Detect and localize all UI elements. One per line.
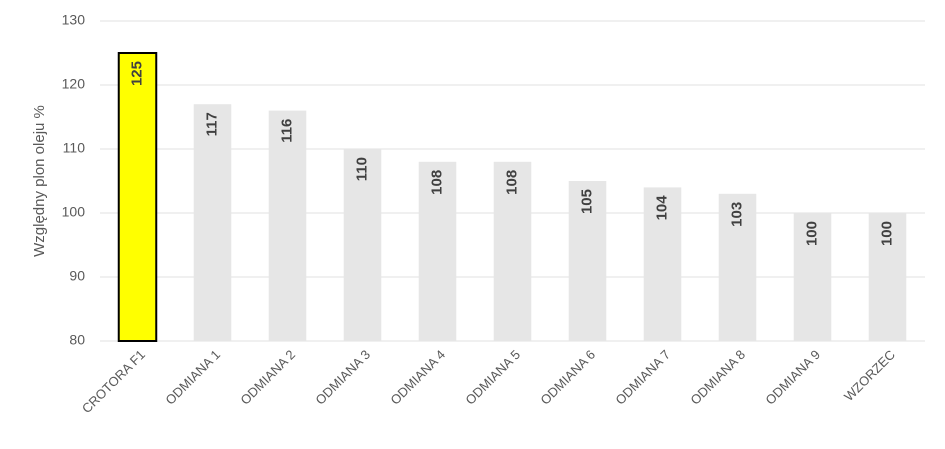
bar	[868, 213, 907, 341]
y-tick-label: 100	[62, 204, 86, 220]
y-tick-label: 80	[69, 332, 85, 348]
bar	[568, 181, 607, 341]
y-tick-label: 130	[62, 12, 86, 28]
data-label: 108	[428, 170, 445, 195]
y-tick-label: 120	[62, 76, 86, 92]
data-label: 100	[878, 221, 895, 246]
bar	[343, 149, 382, 341]
x-tick-label: ODMIANA 6	[537, 347, 598, 408]
bar	[493, 161, 532, 341]
x-tick-label: ODMIANA 2	[237, 347, 298, 408]
x-tick-label: ODMIANA 5	[462, 347, 523, 408]
y-axis-label: Względny plon oleju %	[31, 105, 48, 257]
bar	[193, 104, 232, 341]
bar	[718, 193, 757, 341]
bar	[418, 161, 457, 341]
y-tick-label: 90	[69, 268, 85, 284]
x-tick-label: WZORZEC	[841, 347, 898, 404]
x-tick-label: ODMIANA 7	[612, 347, 673, 408]
data-label: 110	[353, 157, 370, 181]
x-tick-label: ODMIANA 1	[162, 347, 223, 408]
y-tick-label: 110	[63, 140, 86, 156]
data-label: 116	[278, 119, 295, 143]
x-tick-label: ODMIANA 9	[762, 347, 823, 408]
x-tick-label: ODMIANA 8	[687, 347, 748, 408]
bar	[268, 110, 307, 341]
data-label: 103	[728, 202, 745, 227]
data-label: 100	[803, 221, 820, 246]
data-label: 125	[128, 61, 145, 86]
x-tick-label: ODMIANA 4	[387, 347, 448, 408]
bar	[793, 213, 832, 341]
bar	[117, 52, 158, 342]
bar	[643, 187, 682, 341]
data-label: 105	[578, 189, 595, 214]
data-label: 108	[503, 170, 520, 195]
data-label: 117	[203, 112, 220, 136]
x-tick-label: ODMIANA 3	[312, 347, 373, 408]
data-label: 104	[653, 195, 670, 221]
x-tick-label: CROTORA F1	[79, 347, 148, 416]
